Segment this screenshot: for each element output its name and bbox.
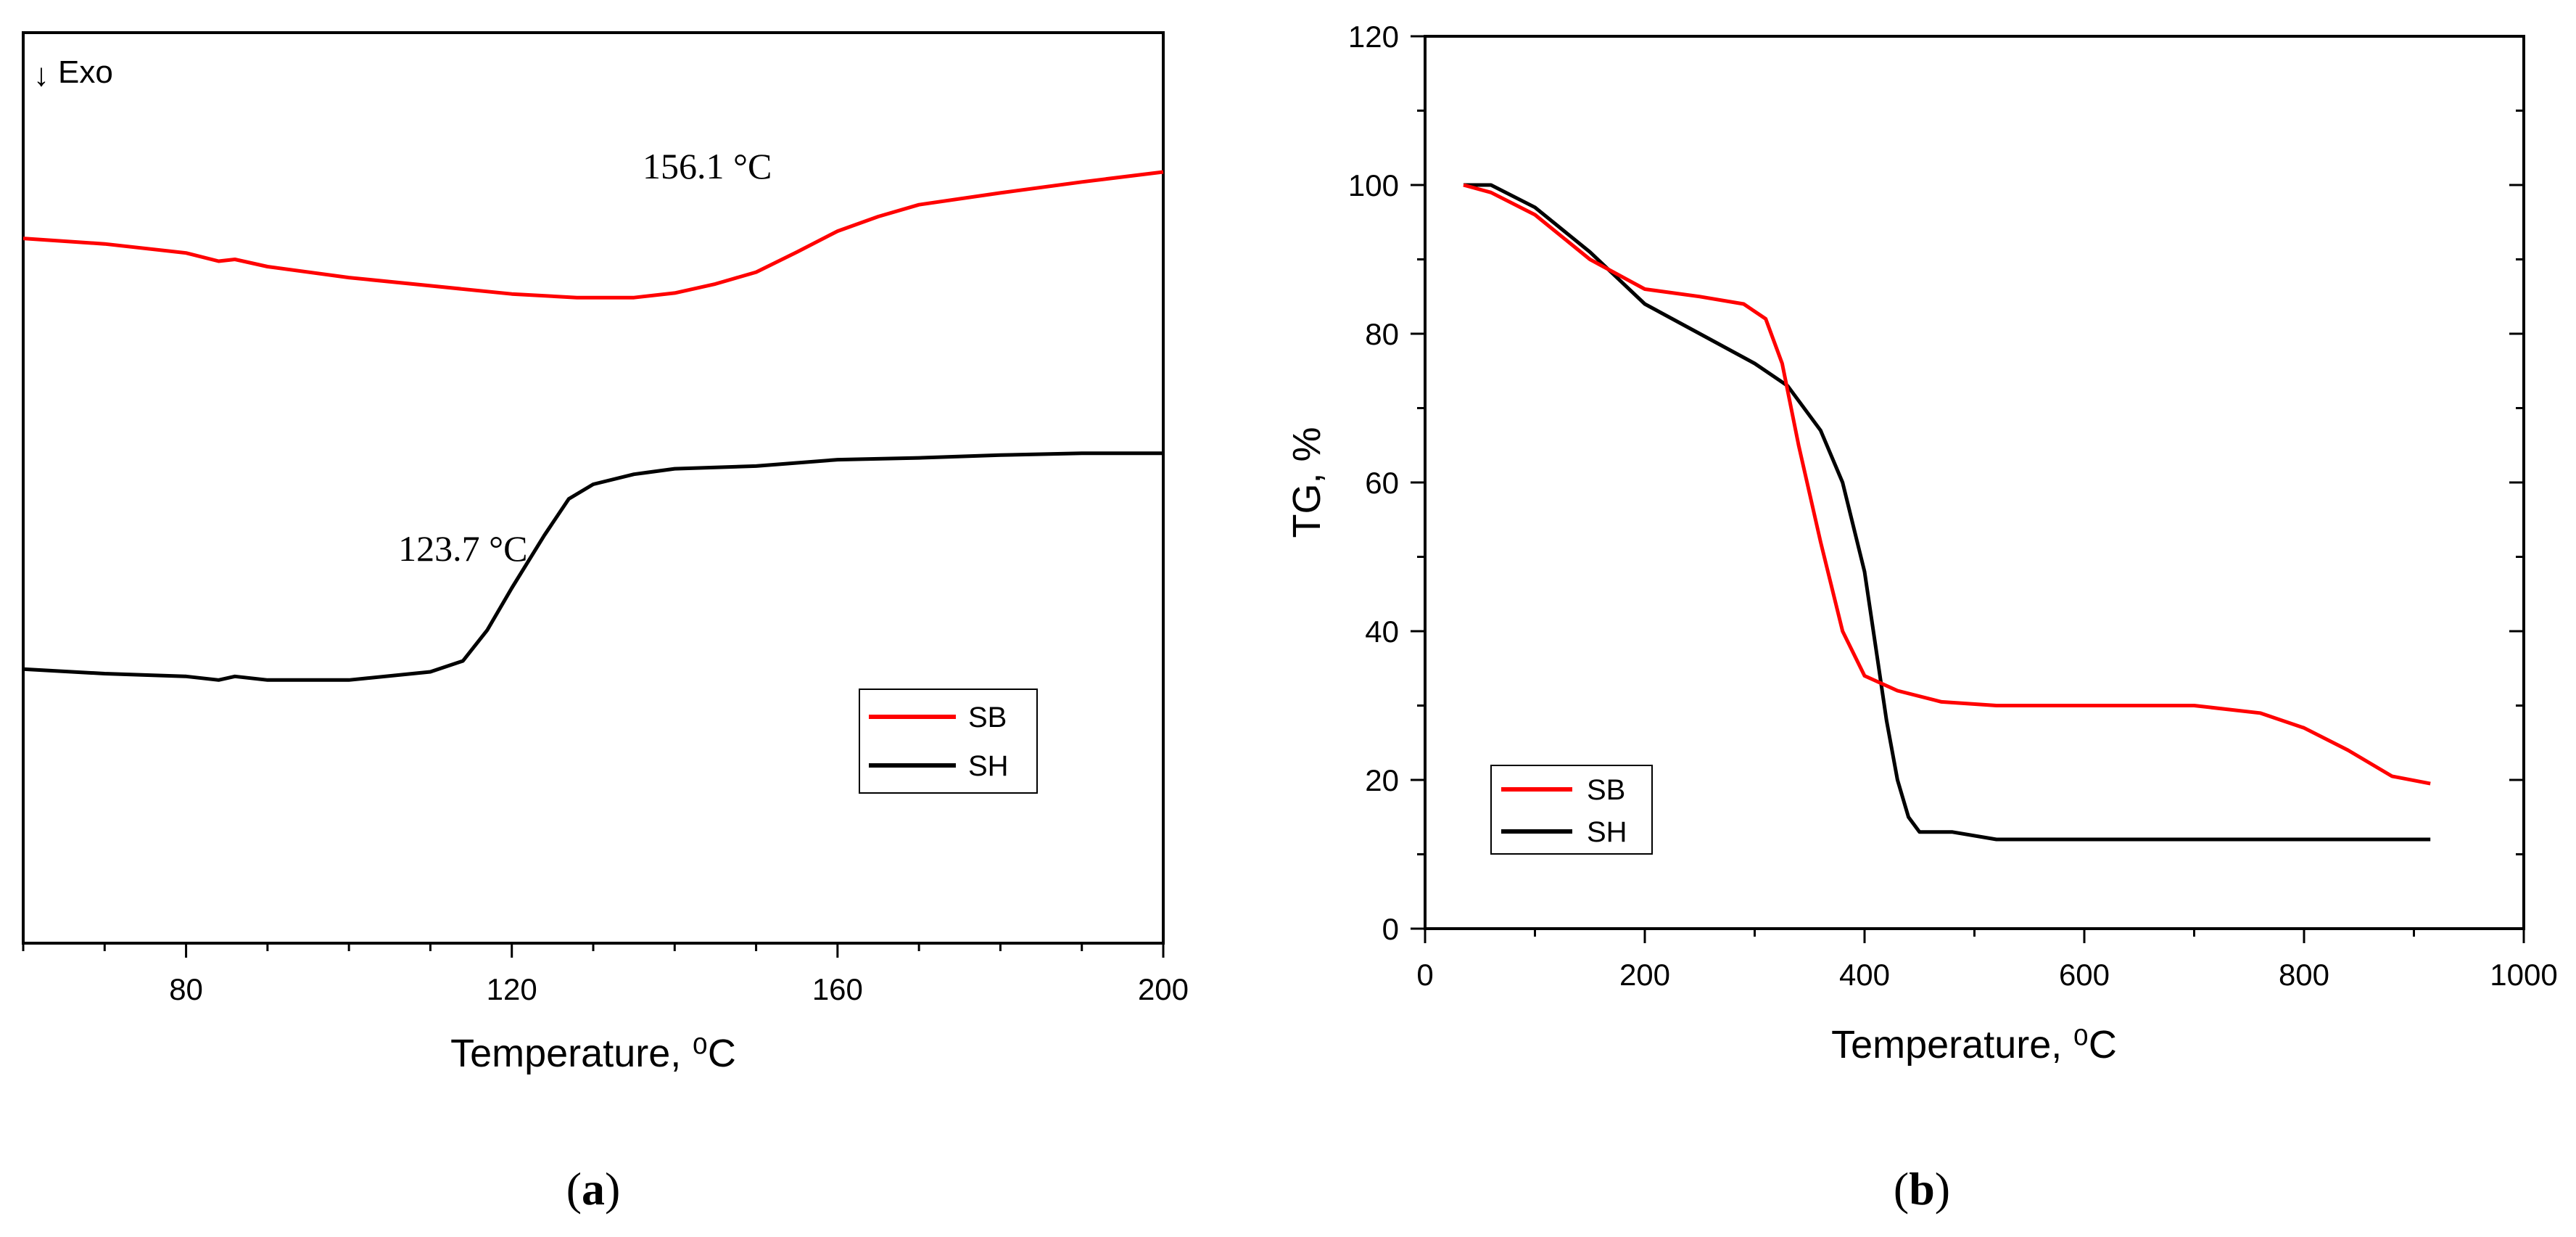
panel-a-letter: a [582, 1163, 605, 1215]
panel-b-x-tick-label: 800 [2279, 958, 2329, 992]
panel-b-y-tick-label: 120 [1348, 20, 1399, 54]
panel-b-x-tick-label: 200 [1619, 958, 1670, 992]
panel-a-x-tick-label: 160 [812, 972, 863, 1006]
panel-b-ticks: 0 200 400 600 800 1000 0 20 40 60 80 100 120 [1348, 20, 2558, 992]
panel-a-legend-label-sh: SH [968, 750, 1009, 782]
panel-b-label: (b) [1894, 1163, 1950, 1215]
panel-a-legend-box [859, 689, 1038, 794]
panel-b-x-axis-title: Temperature, ⁰C [1831, 1023, 2117, 1067]
panel-b-y-tick-label: 0 [1382, 912, 1399, 946]
panel-b-y-tick-label: 100 [1348, 168, 1399, 202]
panel-b-x-tick-label: 1000 [2490, 958, 2557, 992]
panel-b-letter: b [1909, 1163, 1935, 1215]
panel-b-legend-box [1490, 765, 1653, 855]
panel-b-legend-label-sh: SH [1587, 816, 1627, 848]
panel-b-legend: SB SH [1490, 765, 1653, 855]
annotation-sh-temperature: 123.7 °C [398, 528, 527, 569]
panel-a-x-tick-label: 200 [1138, 972, 1189, 1006]
panel-a-legend-label-sb: SB [968, 702, 1007, 733]
exo-label: Exo [58, 54, 113, 90]
panel-a-legend: SB SH [859, 689, 1038, 794]
series-line-sb [1463, 183, 2431, 786]
panel-b-x-tick-label: 400 [1839, 958, 1890, 992]
series-line-sh [1464, 183, 2431, 842]
panel-b-y-tick-label: 20 [1365, 763, 1399, 797]
panel-b-y-axis-title: TG, % [1285, 427, 1329, 538]
panel-b-legend-label-sb: SB [1587, 774, 1625, 806]
exo-arrow-icon: ↓ [33, 57, 49, 93]
panel-a-dsc-chart: 80 120 160 200 ↓ Exo 156.1 °C 123.7 °C SB S… [22, 31, 1189, 1215]
panel-b-y-tick-label: 60 [1365, 466, 1399, 500]
panel-b-series [1463, 183, 2431, 842]
panel-a-label: (a) [566, 1163, 621, 1215]
series-line-sb [22, 170, 1164, 300]
panel-b-y-tick-label: 40 [1365, 615, 1399, 649]
panel-a-x-ticks: 80 120 160 200 [22, 943, 1189, 1006]
series-line-sh [22, 451, 1163, 682]
panel-a-x-tick-label: 80 [169, 972, 203, 1006]
annotation-sb-temperature: 156.1 °C [643, 146, 772, 186]
panel-a-series [22, 170, 1164, 682]
panel-a-x-tick-label: 120 [487, 972, 537, 1006]
panel-b-x-tick-label: 600 [2059, 958, 2110, 992]
panel-a-x-axis-title: Temperature, ⁰C [450, 1032, 736, 1075]
panel-b-x-tick-label: 0 [1416, 958, 1433, 992]
panel-b-tg-chart: 0 200 400 600 800 1000 0 20 40 60 80 100 120 SB SH T… [1285, 20, 2558, 1215]
panel-a-plot-frame [22, 31, 1165, 945]
exo-indicator: ↓ Exo [33, 54, 113, 93]
panel-b-y-tick-label: 80 [1365, 317, 1399, 351]
